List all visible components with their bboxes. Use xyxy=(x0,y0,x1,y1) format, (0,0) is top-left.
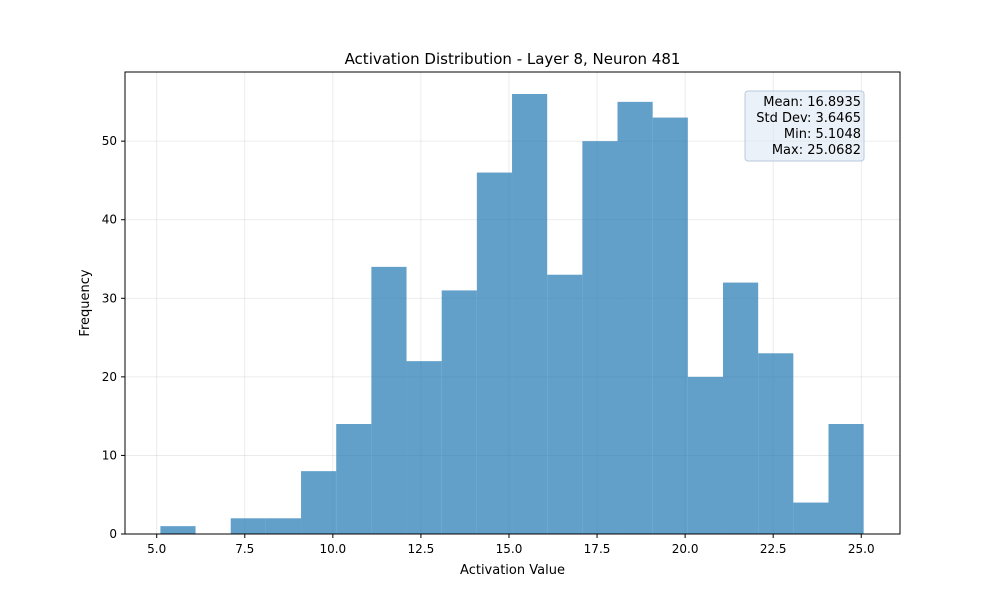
x-tick-label: 17.5 xyxy=(584,542,611,556)
y-tick-label: 30 xyxy=(102,291,117,305)
x-tick-label: 7.5 xyxy=(235,542,254,556)
histogram-bar xyxy=(265,518,302,534)
histogram-bar xyxy=(652,117,688,535)
y-tick-label: 10 xyxy=(102,448,117,462)
y-tick-label: 40 xyxy=(102,213,117,227)
x-tick-label: 5.0 xyxy=(147,542,166,556)
stats-line: Std Dev: 3.6465 xyxy=(756,111,861,126)
y-tick-label: 0 xyxy=(109,527,117,541)
stats-line: Min: 5.1048 xyxy=(784,127,861,142)
stats-box-background xyxy=(744,90,865,162)
histogram-bar xyxy=(758,353,794,534)
stats-line: Mean: 16.8935 xyxy=(763,95,861,110)
histogram-bar xyxy=(160,526,196,534)
y-axis-ticks: 0 10 20 30 40 50 xyxy=(102,134,125,541)
histogram-bar xyxy=(371,266,407,534)
x-tick-label: 15.0 xyxy=(496,542,523,556)
histogram-bar xyxy=(547,274,583,534)
histogram-bar xyxy=(441,290,477,534)
y-tick-label: 20 xyxy=(102,370,117,384)
y-tick-label: 50 xyxy=(102,134,117,148)
y-axis-label: Frequency xyxy=(78,269,93,336)
histogram-bar xyxy=(617,101,653,534)
plot-frame xyxy=(124,71,901,535)
stats-line: Max: 25.0682 xyxy=(772,143,861,158)
x-tick-label: 20.0 xyxy=(672,542,699,556)
x-axis-label: Activation Value xyxy=(460,563,565,578)
x-tick-label: 22.5 xyxy=(760,542,787,556)
histogram-bar xyxy=(301,471,337,534)
x-axis-ticks: 5.0 7.5 10.0 12.5 15.0 17.5 20.0 22.5 25.0 xyxy=(147,534,875,556)
histogram-bar xyxy=(406,361,442,534)
bars-layer xyxy=(160,94,864,535)
histogram-bar xyxy=(828,424,864,534)
x-tick-label: 12.5 xyxy=(408,542,435,556)
x-tick-label: 10.0 xyxy=(319,542,346,556)
x-tick-label: 25.0 xyxy=(848,542,875,556)
histogram-bar xyxy=(723,282,759,534)
chart-title: Activation Distribution - Layer 8, Neuro… xyxy=(345,50,681,68)
histogram-bar xyxy=(687,376,724,534)
histogram-bar xyxy=(512,94,548,534)
histogram-bar xyxy=(476,172,513,535)
histogram-bar xyxy=(336,424,372,534)
histogram-bar xyxy=(793,502,829,534)
histogram-bar xyxy=(230,518,266,534)
histogram-bar xyxy=(582,141,618,534)
